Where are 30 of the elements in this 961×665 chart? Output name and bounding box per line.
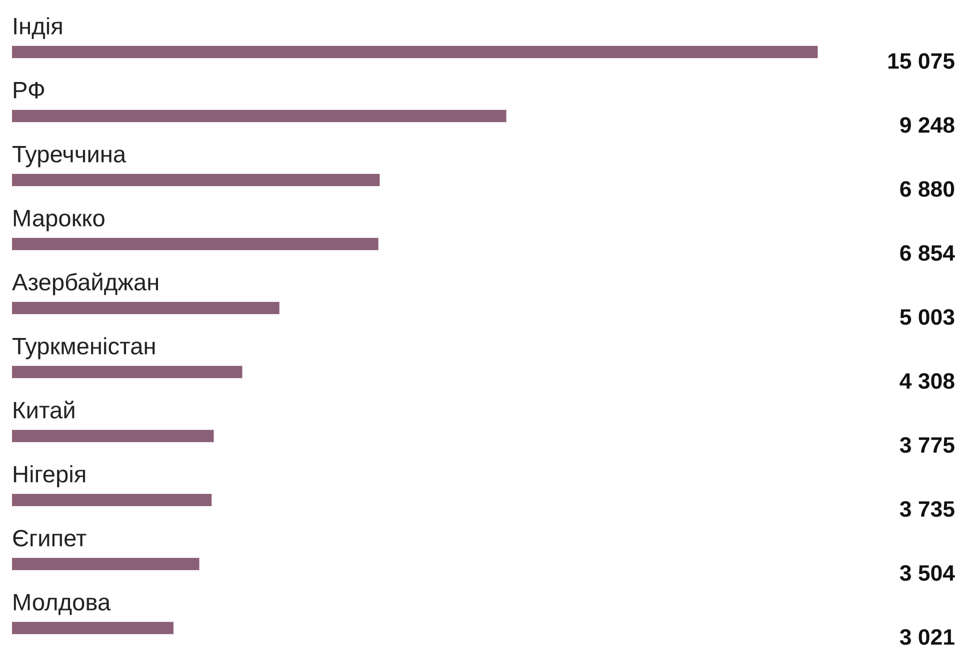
bar: [12, 174, 380, 186]
bar: [12, 366, 242, 378]
data-label: 15 075: [888, 53, 954, 69]
y-tick-label: Молдова: [14, 594, 111, 616]
bar: [12, 430, 214, 442]
data-label: 9 248: [900, 117, 954, 133]
y-tick-label: Єгипет: [13, 530, 86, 547]
data-label: 5 003: [900, 309, 954, 325]
bar: [12, 494, 212, 506]
y-tick-label: Туркменістан: [12, 337, 155, 360]
bar: [12, 238, 378, 250]
y-tick-label: Нігерія: [14, 465, 86, 488]
bar: [12, 558, 200, 570]
data-label: 3 021: [900, 629, 954, 645]
y-tick-label: Марокко: [14, 210, 104, 232]
y-tick-label: Китай: [14, 400, 74, 419]
y-tick-label: Індія: [14, 17, 62, 40]
bar: [12, 302, 280, 314]
bar: [12, 110, 506, 122]
data-label: 3 775: [900, 437, 954, 453]
bar: [12, 46, 818, 58]
data-label: 3 504: [900, 565, 955, 581]
y-tick-label: Азербайджан: [12, 272, 158, 296]
data-label: 3 735: [900, 501, 954, 517]
data-label: 4 308: [900, 373, 954, 389]
data-label: 6 854: [900, 245, 955, 261]
y-tick-label: Туреччина: [12, 146, 126, 168]
data-label: 6 880: [900, 181, 954, 197]
y-tick-label: РФ: [14, 82, 44, 98]
bar: [12, 622, 174, 634]
